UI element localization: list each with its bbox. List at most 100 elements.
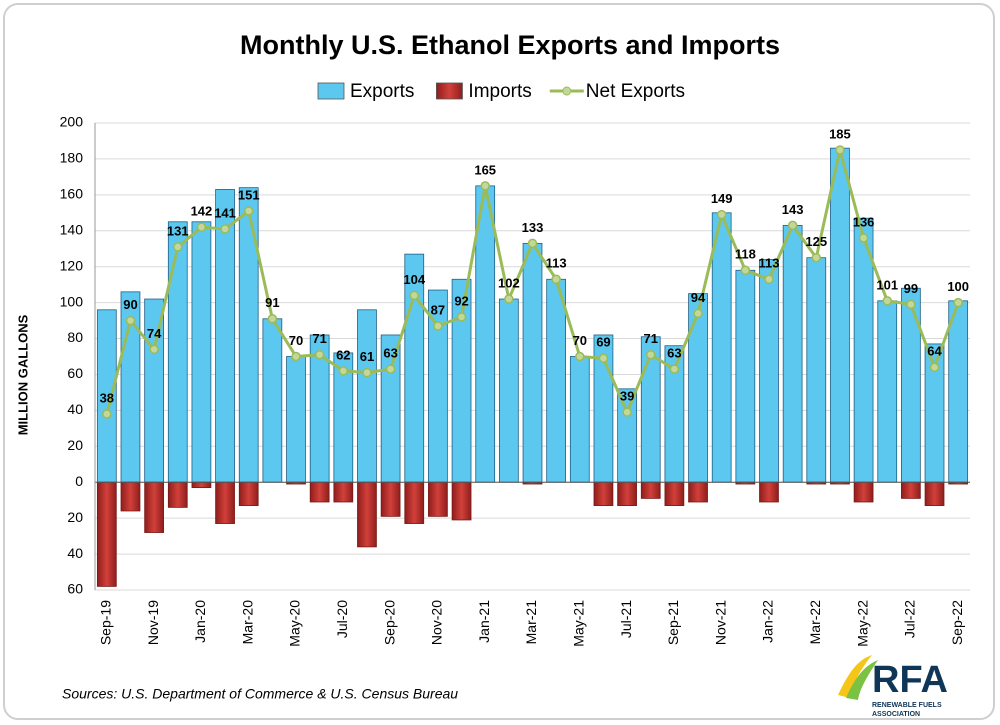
line-marker: [835, 145, 845, 155]
data-label: 64: [927, 344, 942, 359]
bar: [404, 481, 425, 524]
bar: [688, 293, 708, 483]
bar: [357, 481, 377, 548]
y-axis-label: MILLION GALLONS: [15, 314, 30, 435]
bar: [735, 269, 756, 483]
line-marker: [740, 265, 751, 276]
logo-subtitle: RENEWABLE FUELS: [872, 702, 942, 709]
bar: [428, 481, 448, 517]
x-tick-label: Mar-21: [523, 600, 539, 645]
line-marker: [551, 274, 561, 285]
line-marker: [196, 222, 207, 232]
line-marker: [716, 209, 727, 220]
x-tick-label: Jul-20: [334, 600, 350, 638]
line-marker: [125, 315, 136, 326]
logo-swoosh: [846, 660, 878, 700]
y-tick-label: 0: [75, 473, 83, 489]
x-tick-label: Jan-22: [760, 600, 776, 643]
x-tick-label: Sep-19: [98, 600, 114, 645]
x-tick-label: Jan-21: [476, 600, 492, 643]
data-label: 142: [191, 204, 213, 219]
bar: [569, 356, 590, 483]
line-marker: [291, 351, 301, 362]
data-label: 143: [782, 202, 804, 217]
bar: [167, 221, 188, 483]
bar: [924, 481, 945, 506]
bar: [640, 481, 661, 499]
data-label: 61: [360, 349, 374, 364]
y-tick-label: 80: [67, 329, 83, 345]
source: Sources: U.S. Department of Commerce & U…: [62, 686, 458, 702]
bar: [498, 298, 519, 483]
line-marker: [385, 364, 396, 374]
bar: [191, 481, 212, 489]
line-marker: [693, 308, 703, 319]
line-marker: [575, 351, 585, 362]
data-label: 131: [167, 223, 189, 238]
line-marker: [622, 407, 632, 417]
legend-swatch: [317, 82, 345, 100]
data-label: 62: [336, 347, 350, 362]
bar: [688, 481, 708, 503]
bar: [357, 309, 377, 483]
bar: [901, 287, 921, 483]
line-marker: [882, 296, 892, 306]
data-label: 71: [312, 331, 326, 346]
bar: [451, 481, 472, 521]
y-tick-label: 160: [60, 186, 84, 202]
y-tick-label: 20: [67, 437, 83, 453]
data-label: 185: [829, 126, 851, 141]
data-label: 74: [147, 326, 162, 341]
bar: [901, 481, 921, 499]
data-label: 165: [474, 162, 496, 177]
data-label: 99: [904, 281, 918, 296]
x-tick-label: Jul-22: [902, 600, 918, 638]
bar: [593, 481, 614, 506]
y-tick-label: 200: [60, 114, 84, 130]
data-label: 141: [214, 205, 236, 220]
x-tick-label: May-21: [571, 600, 587, 647]
bar: [948, 300, 969, 483]
line-marker: [433, 321, 443, 331]
x-tick-label: Sep-20: [381, 600, 397, 645]
y-tick-label: 40: [67, 545, 83, 561]
line-marker: [764, 274, 774, 285]
data-label: 113: [758, 256, 779, 271]
chart-title: Monthly U.S. Ethanol Exports and Imports: [240, 30, 780, 60]
y-tick-label: 60: [67, 581, 83, 597]
line-marker: [504, 294, 514, 304]
bar: [404, 253, 425, 483]
legend-item: Net Exports: [549, 81, 685, 102]
data-label: 125: [805, 234, 827, 249]
x-tick-label: Sep-21: [665, 600, 681, 645]
line-marker: [811, 252, 822, 263]
data-label: 101: [876, 277, 898, 292]
logo-swoosh: [838, 655, 872, 698]
legend-item: Exports: [317, 81, 414, 102]
line-marker: [409, 290, 420, 301]
line-marker: [527, 238, 538, 249]
y-tick-label: 140: [60, 221, 84, 237]
line-marker: [929, 362, 940, 373]
x-tick-label: Nov-19: [145, 600, 161, 645]
data-label: 133: [522, 220, 544, 235]
bar: [806, 257, 827, 483]
bar: [96, 481, 117, 587]
bar: [309, 481, 330, 503]
line-marker: [338, 366, 349, 376]
bar: [167, 481, 188, 508]
line-marker: [102, 409, 112, 419]
data-label: 136: [853, 214, 875, 229]
legend-item: Imports: [436, 81, 532, 102]
bar: [664, 481, 685, 506]
data-label: 91: [265, 295, 279, 310]
bar: [782, 224, 803, 483]
line-marker: [456, 312, 467, 322]
bar: [877, 300, 898, 483]
bar: [853, 481, 874, 503]
data-label: 92: [454, 293, 468, 308]
data-label: 69: [596, 335, 610, 350]
x-tick-label: Mar-20: [239, 600, 255, 645]
bar: [759, 259, 779, 483]
bar: [546, 278, 567, 483]
